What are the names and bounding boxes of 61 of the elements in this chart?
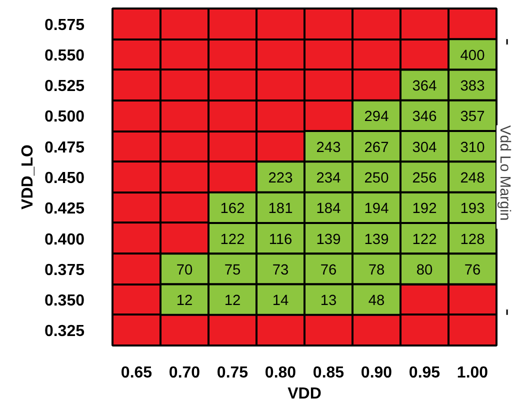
- y-tick-label: 0.475: [44, 139, 85, 156]
- x-tick-label: 0.90: [360, 364, 392, 382]
- data-label: 80: [416, 262, 433, 278]
- data-label: 13: [320, 293, 337, 310]
- data-label: 234: [316, 170, 341, 186]
- y-tick-label: 0.425: [44, 200, 85, 218]
- y-tick-label: 0.350: [44, 292, 85, 310]
- x-tick-label: 0.85: [312, 364, 344, 382]
- data-label: 181: [268, 201, 293, 218]
- data-label: 192: [412, 201, 437, 218]
- data-label: 223: [268, 170, 293, 186]
- data-label: 122: [220, 232, 245, 248]
- data-label: 250: [364, 170, 389, 186]
- x-tick-label: 0.75: [216, 364, 248, 382]
- data-label: 364: [412, 78, 437, 95]
- data-label: 14: [272, 293, 289, 310]
- x-axis-title: VDD: [288, 386, 322, 402]
- x-tick-label: 0.95: [408, 364, 440, 382]
- data-label: 248: [460, 170, 485, 186]
- data-label: 73: [272, 262, 289, 278]
- y-tick-label: 0.500: [44, 108, 85, 126]
- x-tick-label: 0.70: [168, 364, 200, 382]
- x-tick-label: 0.80: [264, 364, 296, 382]
- y-tick-label: 0.525: [44, 78, 85, 96]
- data-label: 139: [364, 232, 389, 248]
- data-label: 243: [316, 140, 341, 156]
- data-label: 346: [412, 109, 437, 126]
- y-tick-label: 0.550: [44, 47, 85, 64]
- data-label: 267: [364, 140, 389, 156]
- y-tick-label: 0.400: [44, 231, 85, 248]
- data-label: 162: [220, 201, 245, 218]
- y-axis-title: VDD_LO: [19, 144, 36, 210]
- data-label: 116: [268, 232, 292, 248]
- y-tick-label: 0.575: [44, 16, 85, 34]
- data-label: 400: [460, 48, 485, 64]
- data-label: 184: [316, 201, 341, 218]
- y-tick-label: 0.450: [44, 170, 85, 187]
- data-label: 70: [176, 262, 193, 278]
- x-tick-label: 0.65: [120, 364, 152, 382]
- y-tick-label: 0.375: [44, 262, 85, 279]
- y-tick-label: 0.325: [44, 323, 85, 340]
- data-label: 12: [176, 293, 193, 310]
- data-label: 139: [316, 232, 341, 248]
- data-label: 310: [460, 140, 485, 156]
- data-label: 194: [364, 201, 389, 218]
- data-label: 357: [460, 109, 485, 126]
- data-label: 256: [412, 170, 437, 186]
- data-label: 128: [460, 232, 485, 248]
- annotation: Vdd Lo Margin: [496, 125, 512, 221]
- data-label: 78: [368, 262, 385, 278]
- data-label: 12: [224, 293, 241, 310]
- data-label: 48: [368, 293, 385, 310]
- data-label: 294: [364, 109, 389, 126]
- data-label: 76: [464, 262, 481, 278]
- data-label: 75: [224, 262, 241, 278]
- data-label: 383: [460, 78, 485, 95]
- data-label: 193: [460, 201, 485, 218]
- data-label: 76: [320, 262, 337, 278]
- data-label: 122: [412, 232, 437, 248]
- data-label: 304: [412, 140, 437, 156]
- x-tick-label: 1.00: [456, 364, 488, 382]
